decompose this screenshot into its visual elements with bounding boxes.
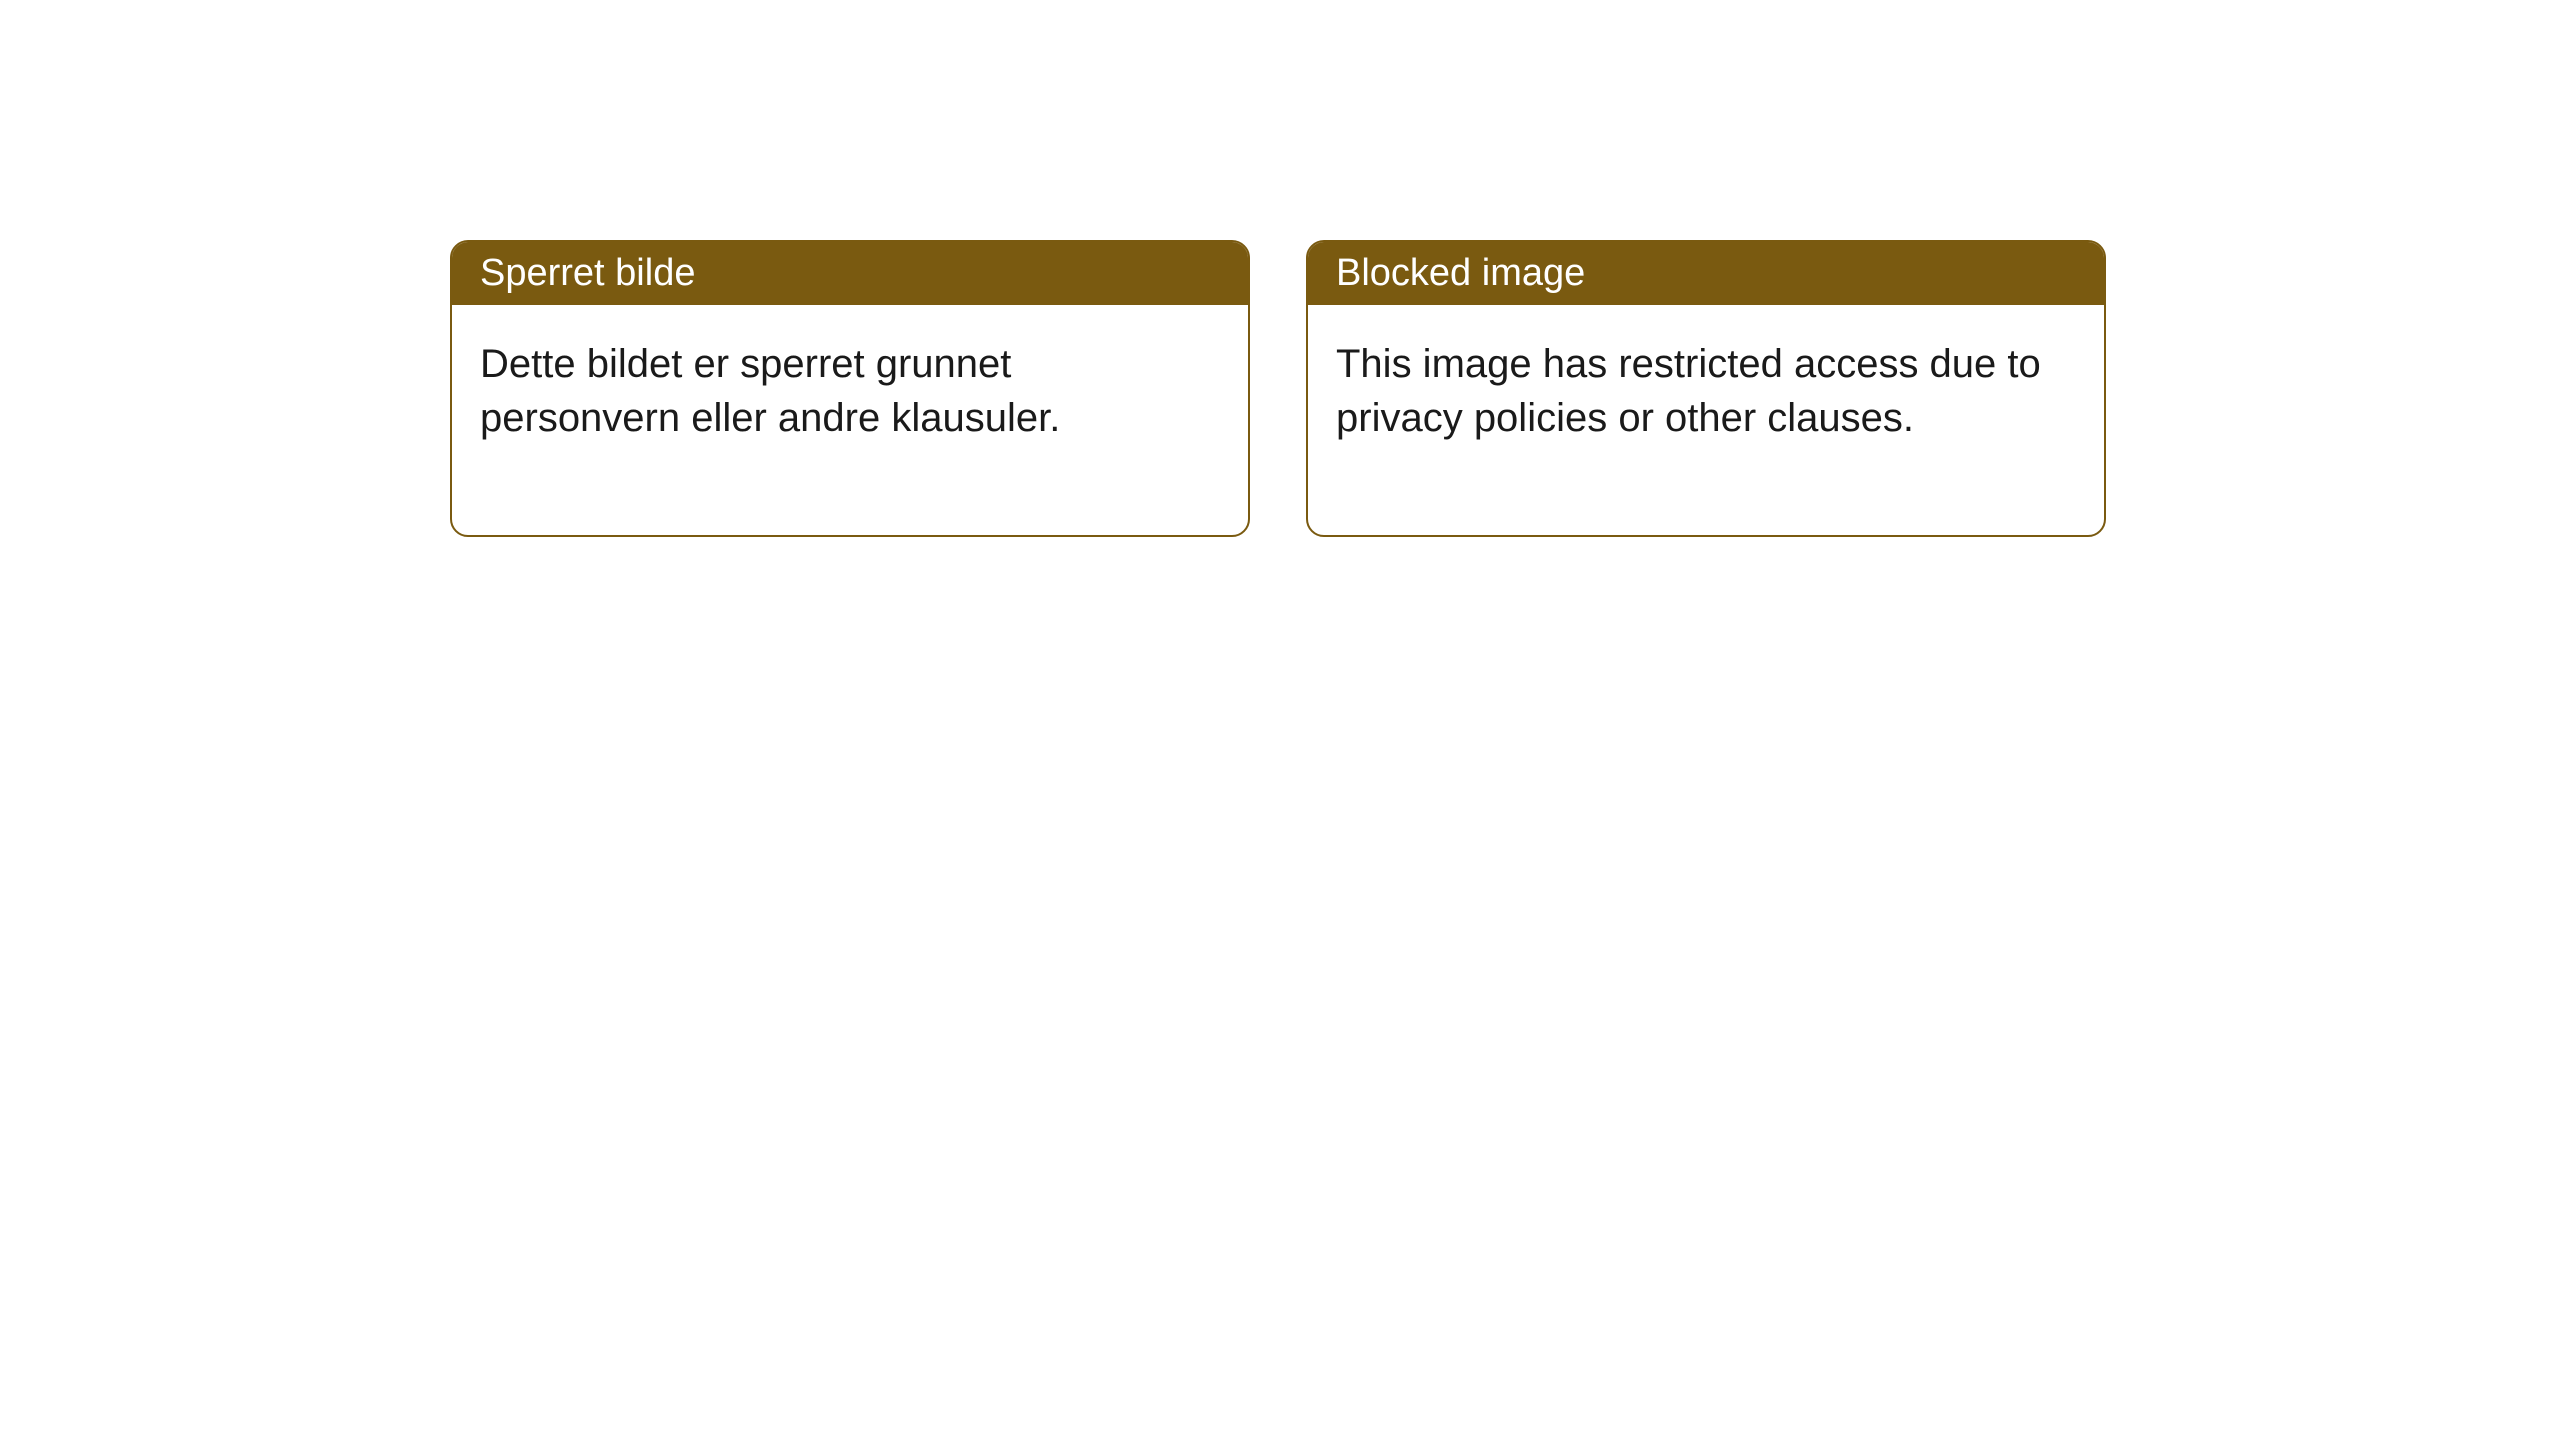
card-body-text: Dette bildet er sperret grunnet personve… (480, 342, 1060, 440)
card-header-text: Blocked image (1336, 252, 1585, 294)
card-body-english: This image has restricted access due to … (1308, 305, 2104, 535)
blocked-image-card-norwegian: Sperret bilde Dette bildet er sperret gr… (450, 240, 1250, 537)
card-header-english: Blocked image (1308, 242, 2104, 305)
blocked-image-card-english: Blocked image This image has restricted … (1306, 240, 2106, 537)
card-body-norwegian: Dette bildet er sperret grunnet personve… (452, 305, 1248, 535)
card-header-text: Sperret bilde (480, 252, 695, 294)
card-body-text: This image has restricted access due to … (1336, 342, 2041, 440)
notice-cards-container: Sperret bilde Dette bildet er sperret gr… (450, 240, 2106, 537)
card-header-norwegian: Sperret bilde (452, 242, 1248, 305)
